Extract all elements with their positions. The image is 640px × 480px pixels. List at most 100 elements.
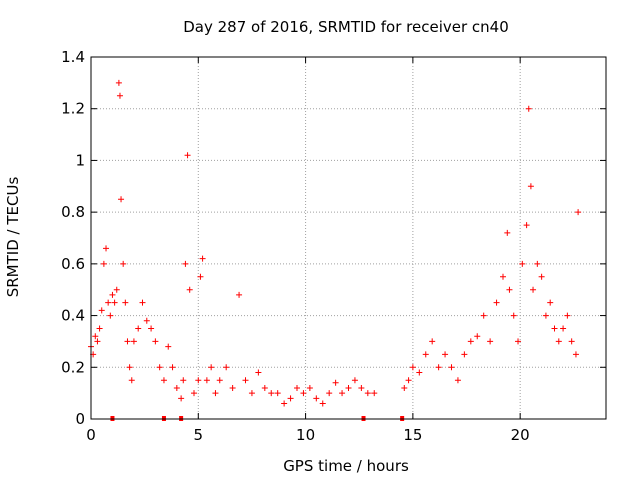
data-point [216, 377, 223, 384]
data-point [474, 333, 481, 340]
y-tick-label: 0.4 [61, 307, 85, 325]
data-point [248, 390, 255, 397]
chart-title: Day 287 of 2016, SRMTID for receiver cn4… [183, 18, 509, 36]
data-point [429, 338, 436, 345]
data-point [504, 229, 511, 236]
y-tick-label: 0.8 [61, 203, 85, 221]
data-point [547, 299, 554, 306]
data-point [94, 338, 101, 345]
data-point [319, 400, 326, 407]
data-point [92, 333, 99, 340]
data-point [306, 384, 313, 391]
data-point [358, 384, 365, 391]
data-point [122, 299, 129, 306]
data-point [525, 105, 532, 112]
data-point [169, 364, 176, 371]
data-point [332, 379, 339, 386]
data-point [197, 273, 204, 280]
x-axis-label: GPS time / hours [283, 457, 409, 475]
data-point [500, 273, 506, 280]
y-tick-label: 1.2 [61, 100, 85, 118]
data-point [345, 384, 352, 391]
data-point [339, 390, 346, 397]
data-point [124, 338, 131, 345]
data-point [236, 291, 243, 298]
data-point [130, 338, 137, 345]
x-tick-label: 20 [511, 426, 530, 444]
x-tick-label: 5 [194, 426, 204, 444]
data-point [107, 312, 114, 319]
data-point [300, 390, 307, 397]
data-point [274, 390, 281, 397]
data-point [523, 222, 530, 229]
data-point [506, 286, 513, 293]
data-point [515, 338, 522, 345]
data-point [480, 312, 487, 319]
data-point [371, 390, 378, 397]
data-point [364, 390, 371, 397]
data-point [111, 299, 118, 306]
data-point [152, 338, 159, 345]
data-point [268, 390, 275, 397]
data-point [534, 260, 541, 267]
data-point [555, 338, 562, 345]
y-tick-label: 1.4 [61, 48, 85, 66]
data-point [326, 390, 333, 397]
y-tick-label: 0.2 [61, 358, 85, 376]
data-point [100, 260, 107, 267]
data-point [422, 351, 429, 358]
data-point [156, 364, 163, 371]
data-point [405, 377, 412, 384]
data-point [109, 291, 116, 298]
data-point [135, 325, 142, 332]
data-point [120, 260, 127, 267]
data-point [510, 312, 517, 319]
data-point [182, 260, 189, 267]
data-point [467, 338, 474, 345]
data-point [575, 209, 582, 216]
data-point [564, 312, 571, 319]
data-point [461, 351, 468, 358]
data-point [442, 351, 449, 358]
data-point [191, 390, 197, 397]
data-point [435, 364, 442, 371]
data-point [173, 384, 180, 391]
data-point [351, 377, 358, 384]
axis-ticks: 0 5 10 15 20 0 0.2 0.4 0.6 0.8 1 1.2 1.4 [61, 48, 606, 444]
data-point [116, 92, 123, 99]
data-point [487, 338, 494, 345]
data-point [118, 196, 125, 203]
data-point [103, 245, 110, 252]
data-point [165, 343, 172, 350]
data-point [186, 286, 193, 293]
data-point [448, 364, 455, 371]
x-tick-label: 15 [403, 426, 422, 444]
data-point [160, 377, 167, 384]
data-point [229, 384, 236, 391]
data-point [538, 273, 545, 280]
y-tick-label: 0.6 [61, 255, 85, 273]
x-tick-label: 0 [86, 426, 96, 444]
data-point [527, 183, 534, 190]
data-point [542, 312, 549, 319]
data-point [568, 338, 575, 345]
y-axis-label: SRMTID / TECUs [4, 177, 22, 298]
data-point [454, 377, 461, 384]
data-point [143, 317, 150, 324]
data-point [195, 377, 202, 384]
data-point [493, 299, 500, 306]
data-point [208, 364, 215, 371]
data-points [88, 79, 582, 421]
data-point [128, 377, 135, 384]
data-point [113, 286, 120, 293]
data-point [199, 255, 206, 262]
data-point [223, 364, 230, 371]
data-point [184, 152, 191, 159]
data-point [572, 351, 579, 358]
data-point [178, 395, 185, 402]
data-point [281, 400, 288, 407]
data-point [105, 299, 112, 306]
data-point [560, 325, 567, 332]
data-point [139, 299, 146, 306]
